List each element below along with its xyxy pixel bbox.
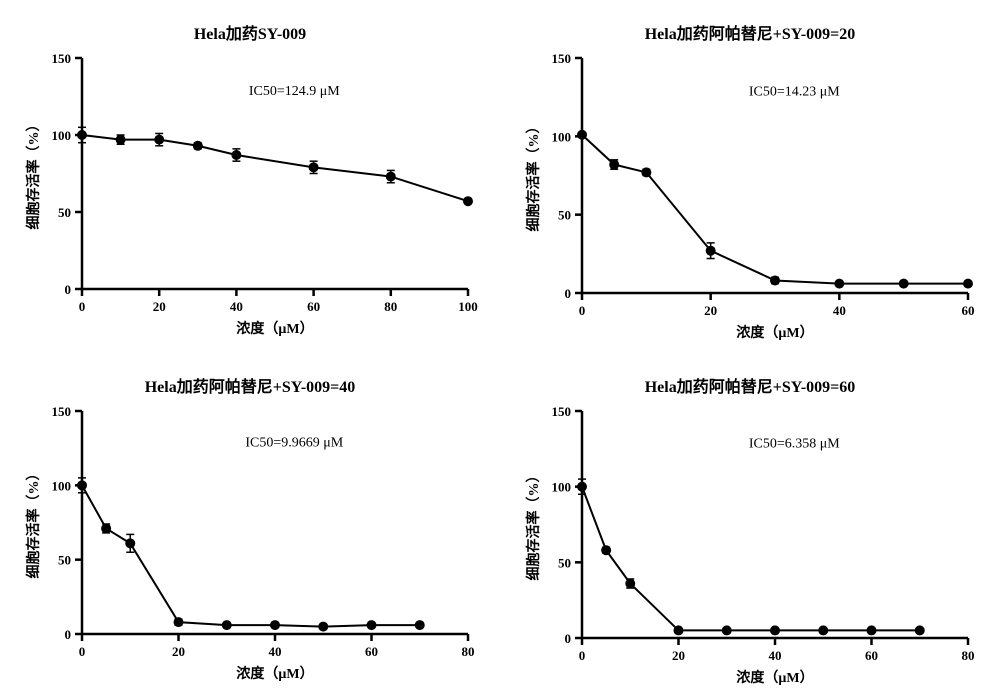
panel-4: Hela加药阿帕替尼+SY-009=60 0 50 100 150 0 20 40 60 80 浓… <box>520 373 980 688</box>
svg-text:浓度（μM）: 浓度（μM） <box>236 320 313 337</box>
svg-text:20: 20 <box>172 644 185 659</box>
panel-3: Hela加药阿帕替尼+SY-009=40 0 50 100 150 0 20 40 60 80 浓… <box>20 373 480 688</box>
svg-text:100: 100 <box>458 299 478 314</box>
svg-text:100: 100 <box>52 478 72 493</box>
svg-text:20: 20 <box>153 299 166 314</box>
svg-text:40: 40 <box>269 644 282 659</box>
svg-text:0: 0 <box>79 644 86 659</box>
panel-4-title: Hela加药阿帕替尼+SY-009=60 <box>520 373 980 397</box>
svg-text:40: 40 <box>230 299 243 314</box>
svg-text:浓度（μM）: 浓度（μM） <box>736 324 813 341</box>
svg-text:IC50=124.9 μM: IC50=124.9 μM <box>249 84 340 99</box>
panel-3-title: Hela加药阿帕替尼+SY-009=40 <box>20 373 480 397</box>
svg-text:浓度（μM）: 浓度（μM） <box>736 669 813 686</box>
svg-text:80: 80 <box>962 648 975 663</box>
svg-text:50: 50 <box>58 553 71 568</box>
svg-text:0: 0 <box>65 627 72 642</box>
svg-text:50: 50 <box>558 555 571 570</box>
svg-text:80: 80 <box>462 644 475 659</box>
panel-4-plot: 0 50 100 150 0 20 40 60 80 浓度（μM） 细胞存活率（%） IC50=6.3… <box>520 401 980 692</box>
svg-text:浓度（μM）: 浓度（μM） <box>236 665 313 682</box>
svg-text:0: 0 <box>565 286 572 301</box>
panel-2-title: Hela加药阿帕替尼+SY-009=20 <box>520 20 980 44</box>
svg-text:细胞存活率（%）: 细胞存活率（%） <box>525 120 542 232</box>
svg-text:IC50=9.9669 μM: IC50=9.9669 μM <box>245 436 343 451</box>
panel-1-title: Hela加药SY-009 <box>20 20 480 44</box>
svg-text:0: 0 <box>565 631 572 646</box>
svg-text:20: 20 <box>704 303 717 318</box>
svg-text:细胞存活率（%）: 细胞存活率（%） <box>25 467 42 579</box>
svg-text:100: 100 <box>552 129 572 144</box>
panel-1: Hela加药SY-009 0 50 100 150 0 20 40 60 80 100 浓度（μM）… <box>20 20 480 343</box>
svg-text:150: 150 <box>52 51 72 66</box>
panel-2: Hela加药阿帕替尼+SY-009=20 0 50 100 150 0 20 40 60 浓度（… <box>520 20 980 343</box>
svg-text:细胞存活率（%）: 细胞存活率（%） <box>25 118 42 230</box>
svg-text:60: 60 <box>962 303 975 318</box>
svg-text:细胞存活率（%）: 细胞存活率（%） <box>525 469 542 581</box>
svg-text:60: 60 <box>365 644 378 659</box>
svg-text:IC50=14.23 μM: IC50=14.23 μM <box>749 85 840 100</box>
svg-text:150: 150 <box>552 51 572 66</box>
svg-text:150: 150 <box>52 404 72 419</box>
svg-text:40: 40 <box>833 303 846 318</box>
svg-text:40: 40 <box>769 648 782 663</box>
svg-text:50: 50 <box>58 205 71 220</box>
panel-2-plot: 0 50 100 150 0 20 40 60 浓度（μM） 细胞存活率（%） IC50=14.23… <box>520 48 980 347</box>
svg-text:100: 100 <box>52 128 72 143</box>
panel-1-plot: 0 50 100 150 0 20 40 60 80 100 浓度（μM） 细胞存活率（%） IC50=… <box>20 48 480 347</box>
svg-text:0: 0 <box>579 648 586 663</box>
svg-text:60: 60 <box>865 648 878 663</box>
svg-text:0: 0 <box>79 299 86 314</box>
svg-text:100: 100 <box>552 480 572 495</box>
svg-text:80: 80 <box>384 299 397 314</box>
svg-text:60: 60 <box>307 299 320 314</box>
panel-3-plot: 0 50 100 150 0 20 40 60 80 浓度（μM） 细胞存活率（%） IC50=9.9… <box>20 401 480 692</box>
svg-text:20: 20 <box>672 648 685 663</box>
svg-text:IC50=6.358 μM: IC50=6.358 μM <box>749 436 840 451</box>
svg-text:0: 0 <box>65 282 72 297</box>
svg-text:0: 0 <box>579 303 586 318</box>
svg-text:150: 150 <box>552 404 572 419</box>
chart-grid: Hela加药SY-009 0 50 100 150 0 20 40 60 80 100 浓度（μM）… <box>20 20 980 680</box>
svg-text:50: 50 <box>558 208 571 223</box>
